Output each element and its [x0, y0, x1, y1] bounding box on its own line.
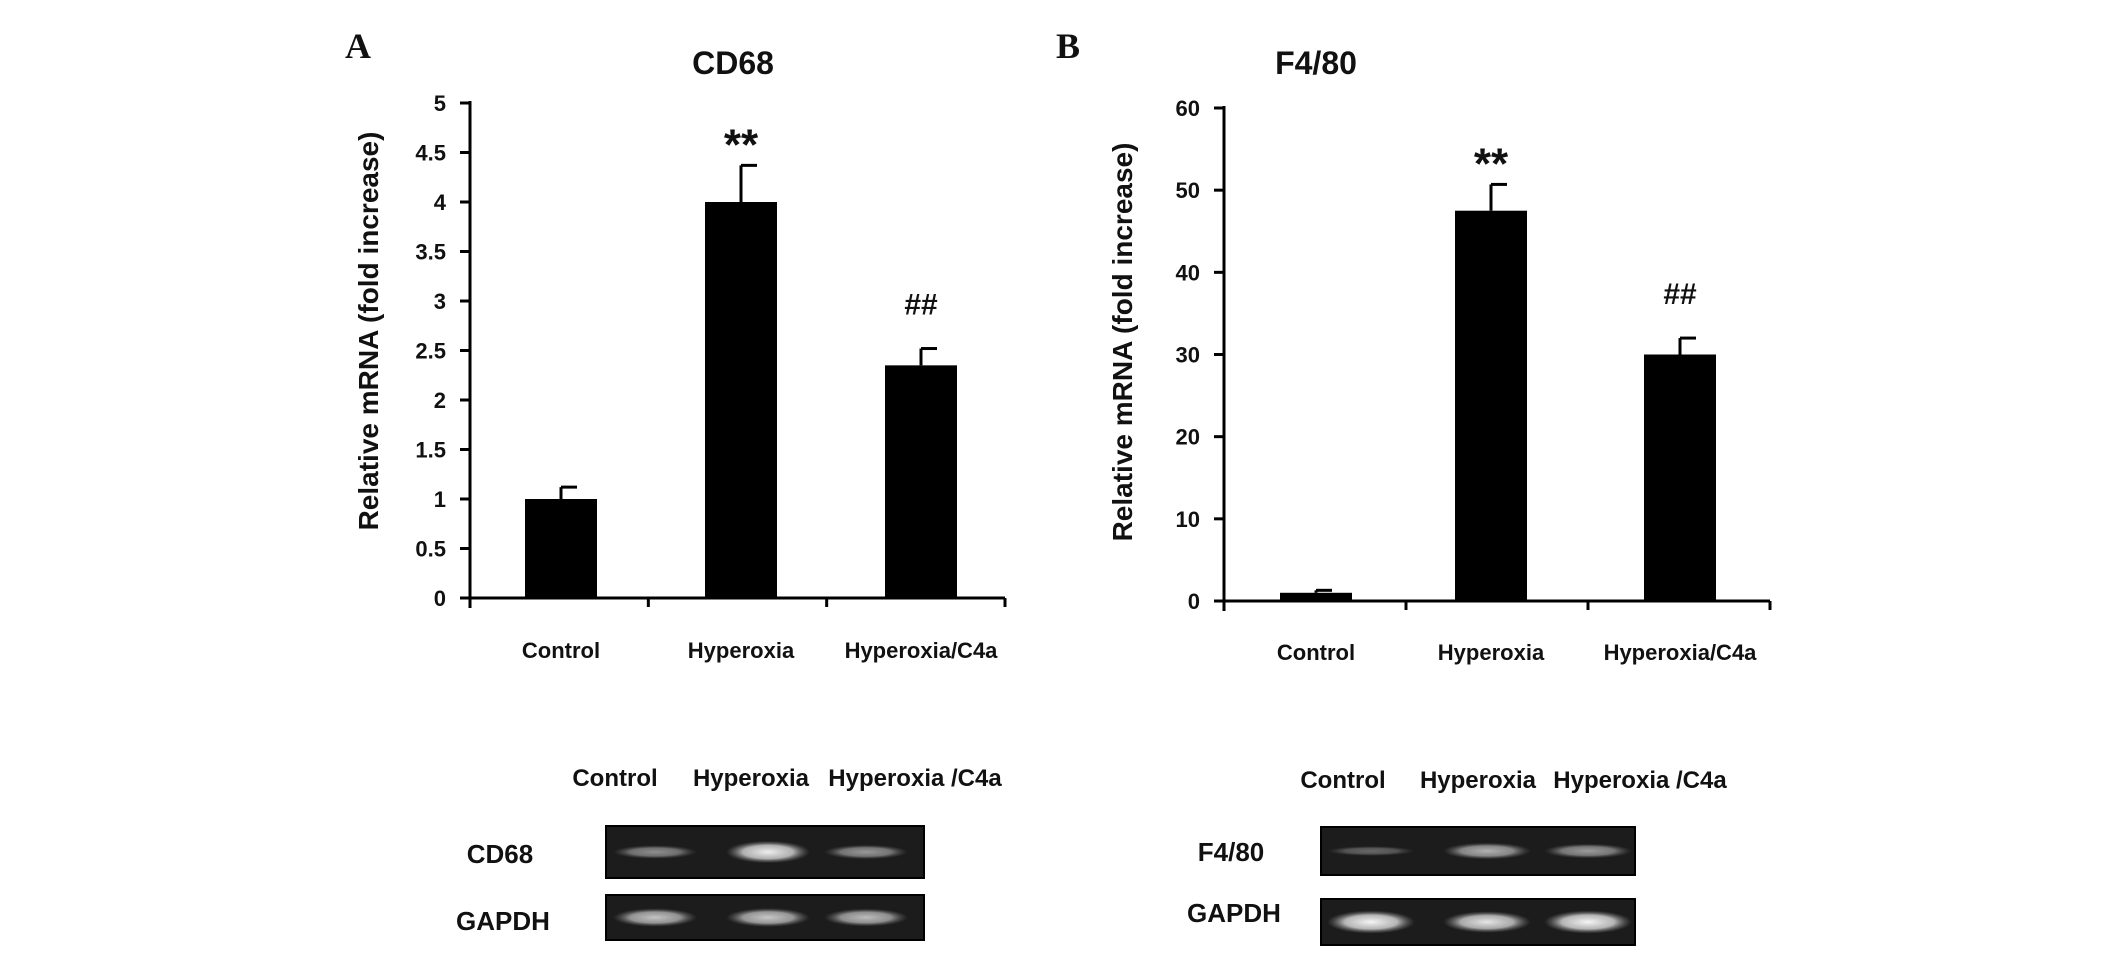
- y-tick-label: 1.5: [415, 438, 446, 463]
- bar: [885, 365, 957, 598]
- bar: [525, 499, 597, 598]
- gel-band: [613, 908, 697, 927]
- chart-title: F4/80: [1275, 45, 1357, 81]
- bar: [1280, 592, 1352, 601]
- gel-row-label: GAPDH: [1187, 898, 1281, 928]
- y-tick-label: 60: [1176, 96, 1200, 121]
- gel-row-label: CD68: [467, 839, 533, 869]
- gel-band: [1544, 843, 1632, 859]
- y-tick-label: 1: [434, 487, 446, 512]
- x-tick-label: Hyperoxia/C4a: [845, 638, 999, 663]
- gel-panel-b: Control Hyperoxia Hyperoxia /C4a F4/80 G…: [1187, 767, 1727, 946]
- y-tick-label: 4: [434, 190, 447, 215]
- panel-letter-b: B: [1056, 26, 1080, 66]
- gel-band: [824, 844, 908, 860]
- gel-band: [1544, 910, 1632, 934]
- bar: [705, 202, 777, 598]
- y-tick-label: 0: [1188, 589, 1200, 614]
- gel-row-label: GAPDH: [456, 906, 550, 936]
- gel-lane-label: Control: [572, 765, 657, 792]
- gel-lane-label: Hyperoxia /C4a: [1553, 767, 1727, 794]
- panel-letter-a: A: [345, 26, 371, 66]
- gel-band: [1443, 911, 1531, 933]
- y-tick-label: 40: [1176, 260, 1200, 285]
- y-tick-label: 0.5: [415, 537, 446, 562]
- x-tick-label: Control: [1277, 640, 1355, 665]
- gel-panel-a: Control Hyperoxia Hyperoxia /C4a CD68 GA…: [456, 765, 1002, 941]
- gel-lane-label: Hyperoxia /C4a: [828, 765, 1002, 792]
- bar: [1644, 354, 1716, 601]
- chart-f480: F4/80 Relative mRNA (fold increase) 0 10 2…: [1107, 45, 1772, 665]
- x-tick-label: Control: [522, 638, 600, 663]
- y-tick-label: 2.5: [415, 339, 446, 364]
- x-tick-label: Hyperoxia: [688, 638, 795, 663]
- y-tick-label: 2: [434, 388, 446, 413]
- y-tick-label: 0: [434, 586, 446, 611]
- x-tick-label: Hyperoxia/C4a: [1604, 640, 1758, 665]
- chart-cd68: CD68 Relative mRNA (fold increase) 0 0.5 1…: [353, 45, 1007, 663]
- gel-lane-label: Hyperoxia: [693, 765, 810, 792]
- gel-boxes: [1320, 826, 1636, 946]
- significance-label: **: [724, 120, 759, 169]
- significance-label: **: [1474, 139, 1509, 188]
- gel-band: [1443, 842, 1531, 860]
- significance-label: ##: [904, 289, 938, 322]
- gel-band: [824, 908, 908, 927]
- y-tick-label: 3: [434, 289, 446, 314]
- y-axis-label: Relative mRNA (fold increase): [353, 132, 384, 531]
- gel-lane-label: Control: [1300, 767, 1385, 794]
- y-tick-label: 30: [1176, 343, 1200, 368]
- gel-lane-label: Hyperoxia: [1420, 767, 1537, 794]
- gel-band: [726, 908, 810, 927]
- y-tick-label: 10: [1176, 507, 1200, 532]
- y-tick-label: 4.5: [415, 141, 446, 166]
- gel-row-label: F4/80: [1198, 837, 1265, 867]
- gel-band: [613, 845, 697, 859]
- chart-title: CD68: [692, 45, 774, 81]
- chart-marks: 0 10 20 30 40 50 60 Control Hyperoxia ** Hyperoxia…: [1176, 96, 1772, 665]
- gel-band: [1327, 910, 1415, 934]
- gel-boxes: [605, 825, 925, 941]
- bar: [1455, 210, 1527, 602]
- significance-label: ##: [1663, 278, 1697, 311]
- y-axis-label: Relative mRNA (fold increase): [1107, 143, 1138, 542]
- y-tick-label: 5: [434, 91, 446, 116]
- x-tick-label: Hyperoxia: [1438, 640, 1545, 665]
- y-tick-label: 3.5: [415, 240, 446, 265]
- y-tick-label: 20: [1176, 425, 1200, 450]
- chart-marks: 0 0.5 1 1.5 2 2.5 3 3.5 4 4.5 5 Control Hyperoxia ** H…: [415, 91, 1007, 663]
- gel-band: [726, 840, 810, 864]
- y-tick-label: 50: [1176, 178, 1200, 203]
- gel-band: [1327, 846, 1415, 856]
